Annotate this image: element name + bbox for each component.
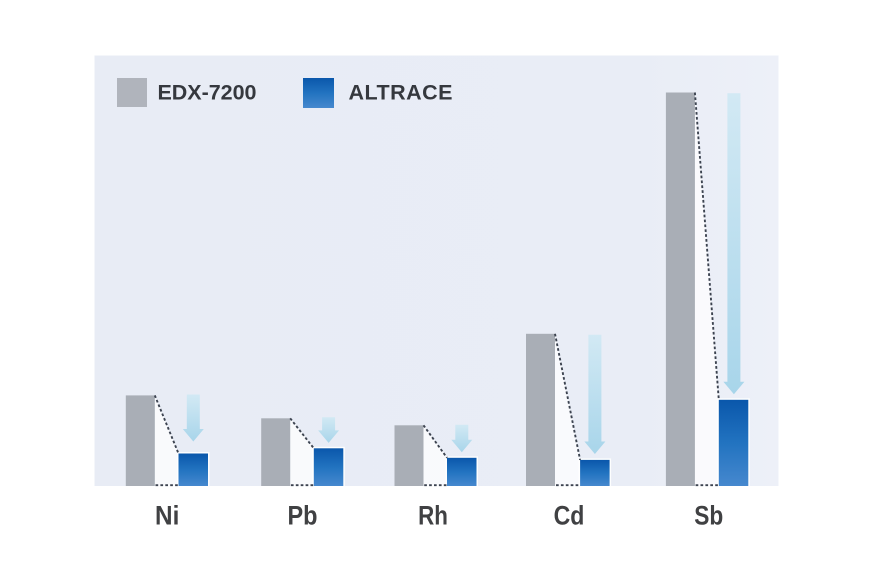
svg-text:EDX-7200: EDX-7200 <box>158 81 257 105</box>
svg-text:Pb: Pb <box>288 501 318 531</box>
svg-text:Sb: Sb <box>694 501 723 531</box>
svg-text:Rh: Rh <box>418 501 448 531</box>
svg-text:Cd: Cd <box>554 501 585 531</box>
svg-text:ALTRACE: ALTRACE <box>349 81 453 105</box>
svg-text:Ni: Ni <box>155 501 179 531</box>
